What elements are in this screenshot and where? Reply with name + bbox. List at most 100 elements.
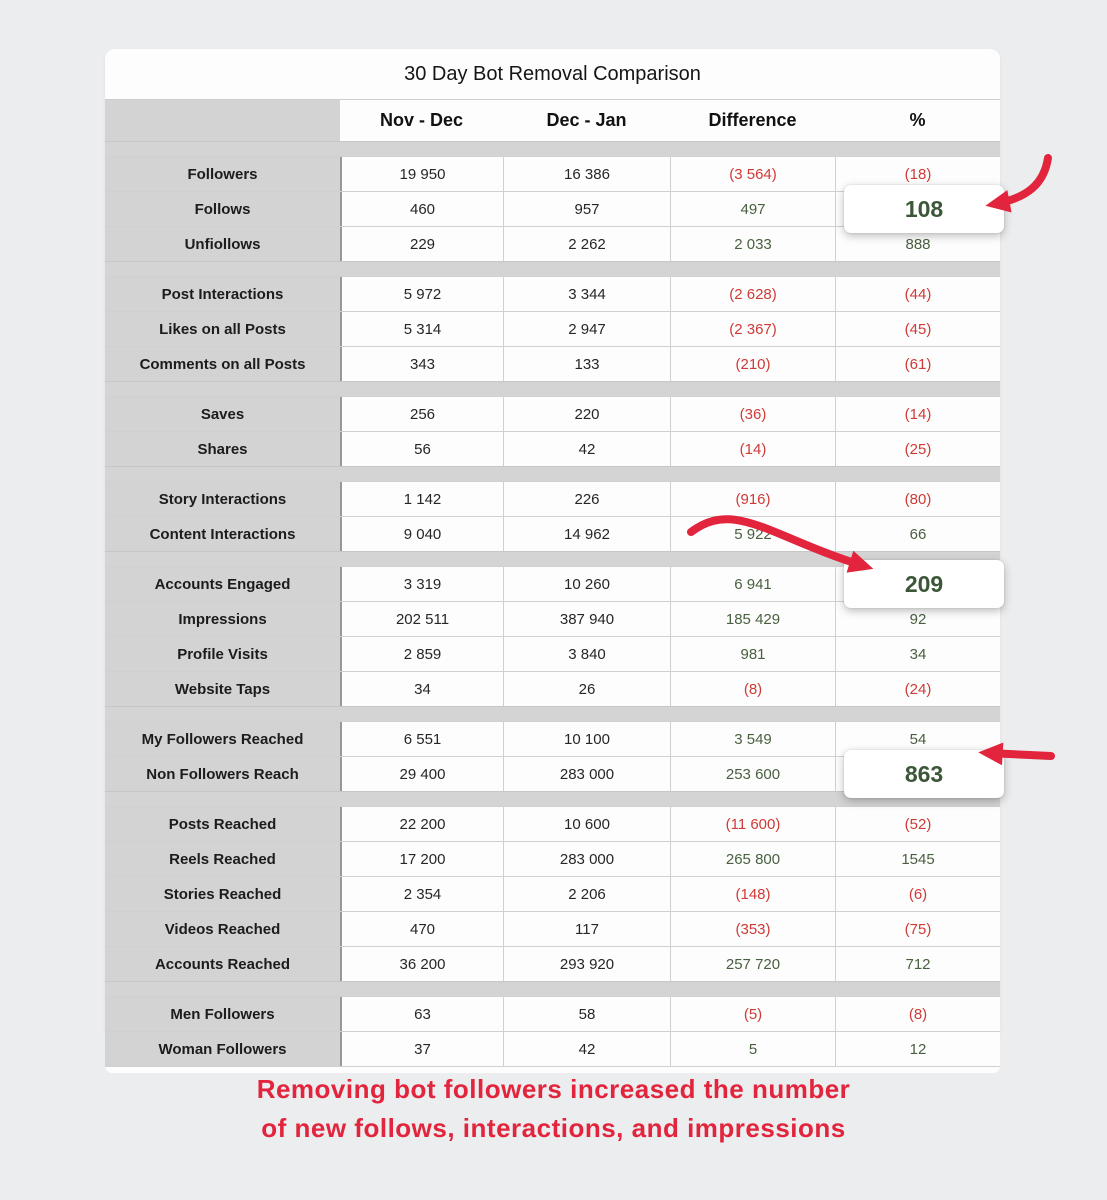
value-cell-nov-dec: 34: [340, 672, 503, 706]
value-cell-percent: (52): [835, 807, 1000, 841]
row-label: Stories Reached: [105, 877, 340, 911]
section-spacer: [105, 261, 1000, 276]
value-cell-nov-dec: 2 354: [340, 877, 503, 911]
table-row: Content Interactions 9 040 14 962 5 922 66: [105, 516, 1000, 551]
table-row: Comments on all Posts 343 133 (210) (61): [105, 346, 1000, 381]
value-cell-dec-jan: 16 386: [503, 157, 670, 191]
row-label: Men Followers: [105, 997, 340, 1031]
value-cell-nov-dec: 29 400: [340, 757, 503, 791]
value-cell-difference: (36): [670, 397, 835, 431]
section-spacer: [105, 141, 1000, 156]
row-label: Followers: [105, 157, 340, 191]
section-spacer: [105, 981, 1000, 996]
value-cell-difference: 265 800: [670, 842, 835, 876]
value-cell-dec-jan: 58: [503, 997, 670, 1031]
section-spacer: [105, 466, 1000, 481]
value-cell-difference: 5: [670, 1032, 835, 1066]
value-cell-difference: 185 429: [670, 602, 835, 636]
row-label: My Followers Reached: [105, 722, 340, 756]
value-cell-dec-jan: 2 206: [503, 877, 670, 911]
table-row: Post Interactions 5 972 3 344 (2 628) (44): [105, 276, 1000, 311]
value-cell-dec-jan: 2 262: [503, 227, 670, 261]
value-cell-percent: 209: [835, 560, 1004, 608]
column-header-difference: Difference: [670, 100, 835, 141]
value-cell-difference: (353): [670, 912, 835, 946]
row-label: Likes on all Posts: [105, 312, 340, 346]
row-label: Reels Reached: [105, 842, 340, 876]
value-cell-nov-dec: 343: [340, 347, 503, 381]
value-cell-difference: 257 720: [670, 947, 835, 981]
table-row: Profile Visits 2 859 3 840 981 34: [105, 636, 1000, 671]
table-row: Non Followers Reach 29 400 283 000 253 600 8…: [105, 750, 1004, 798]
row-label: Non Followers Reach: [105, 757, 340, 791]
value-cell-nov-dec: 2 859: [340, 637, 503, 671]
table-row: Stories Reached 2 354 2 206 (148) (6): [105, 876, 1000, 911]
comparison-card: 30 Day Bot Removal Comparison Nov - Dec …: [105, 49, 1004, 1073]
value-cell-dec-jan: 10 600: [503, 807, 670, 841]
value-cell-nov-dec: 5 314: [340, 312, 503, 346]
row-label: Shares: [105, 432, 340, 466]
value-cell-difference: 3 549: [670, 722, 835, 756]
column-header-nov-dec: Nov - Dec: [340, 100, 503, 141]
section-spacer: [105, 381, 1000, 396]
value-cell-nov-dec: 37: [340, 1032, 503, 1066]
value-cell-difference: 497: [670, 192, 835, 226]
value-cell-percent: 108: [835, 185, 1004, 233]
value-cell-percent: 863: [835, 750, 1004, 798]
value-cell-difference: (2 367): [670, 312, 835, 346]
row-label: Comments on all Posts: [105, 347, 340, 381]
value-cell-nov-dec: 22 200: [340, 807, 503, 841]
value-cell-difference: (14): [670, 432, 835, 466]
value-cell-nov-dec: 256: [340, 397, 503, 431]
value-cell-percent: (45): [835, 312, 1000, 346]
section-spacer: [105, 706, 1000, 721]
highlight-box: 863: [844, 750, 1004, 798]
table-row: Website Taps 34 26 (8) (24): [105, 671, 1000, 706]
value-cell-percent: (44): [835, 277, 1000, 311]
value-cell-difference: (2 628): [670, 277, 835, 311]
value-cell-nov-dec: 460: [340, 192, 503, 226]
column-header-blank: [105, 100, 340, 141]
value-cell-difference: 5 922: [670, 517, 835, 551]
table-row: Posts Reached 22 200 10 600 (11 600) (52): [105, 806, 1000, 841]
value-cell-dec-jan: 10 100: [503, 722, 670, 756]
value-cell-dec-jan: 42: [503, 1032, 670, 1066]
row-label: Follows: [105, 192, 340, 226]
table-row: Accounts Engaged 3 319 10 260 6 941 209: [105, 560, 1004, 608]
value-cell-percent: (80): [835, 482, 1000, 516]
row-label: Content Interactions: [105, 517, 340, 551]
table-row: Woman Followers 37 42 5 12: [105, 1031, 1000, 1066]
value-cell-dec-jan: 387 940: [503, 602, 670, 636]
value-cell-difference: 981: [670, 637, 835, 671]
row-label: Saves: [105, 397, 340, 431]
row-label: Accounts Engaged: [105, 567, 340, 601]
value-cell-dec-jan: 293 920: [503, 947, 670, 981]
value-cell-difference: (916): [670, 482, 835, 516]
value-cell-difference: 6 941: [670, 567, 835, 601]
value-cell-percent: (75): [835, 912, 1000, 946]
table-row: Story Interactions 1 142 226 (916) (80): [105, 481, 1000, 516]
row-label: Videos Reached: [105, 912, 340, 946]
value-cell-nov-dec: 63: [340, 997, 503, 1031]
table-row: Impressions 202 511 387 940 185 429 92: [105, 601, 1000, 636]
value-cell-percent: 34: [835, 637, 1000, 671]
row-label: Posts Reached: [105, 807, 340, 841]
caption: Removing bot followers increased the num…: [0, 1070, 1107, 1148]
value-cell-percent: 66: [835, 517, 1000, 551]
value-cell-nov-dec: 3 319: [340, 567, 503, 601]
value-cell-difference: (148): [670, 877, 835, 911]
value-cell-difference: (3 564): [670, 157, 835, 191]
table-row: Likes on all Posts 5 314 2 947 (2 367) (45): [105, 311, 1000, 346]
value-cell-nov-dec: 1 142: [340, 482, 503, 516]
value-cell-dec-jan: 42: [503, 432, 670, 466]
value-cell-difference: (8): [670, 672, 835, 706]
value-cell-nov-dec: 36 200: [340, 947, 503, 981]
value-cell-difference: 2 033: [670, 227, 835, 261]
row-label: Website Taps: [105, 672, 340, 706]
highlight-box: 209: [844, 560, 1004, 608]
value-cell-nov-dec: 202 511: [340, 602, 503, 636]
value-cell-dec-jan: 3 840: [503, 637, 670, 671]
value-cell-dec-jan: 14 962: [503, 517, 670, 551]
value-cell-difference: (210): [670, 347, 835, 381]
